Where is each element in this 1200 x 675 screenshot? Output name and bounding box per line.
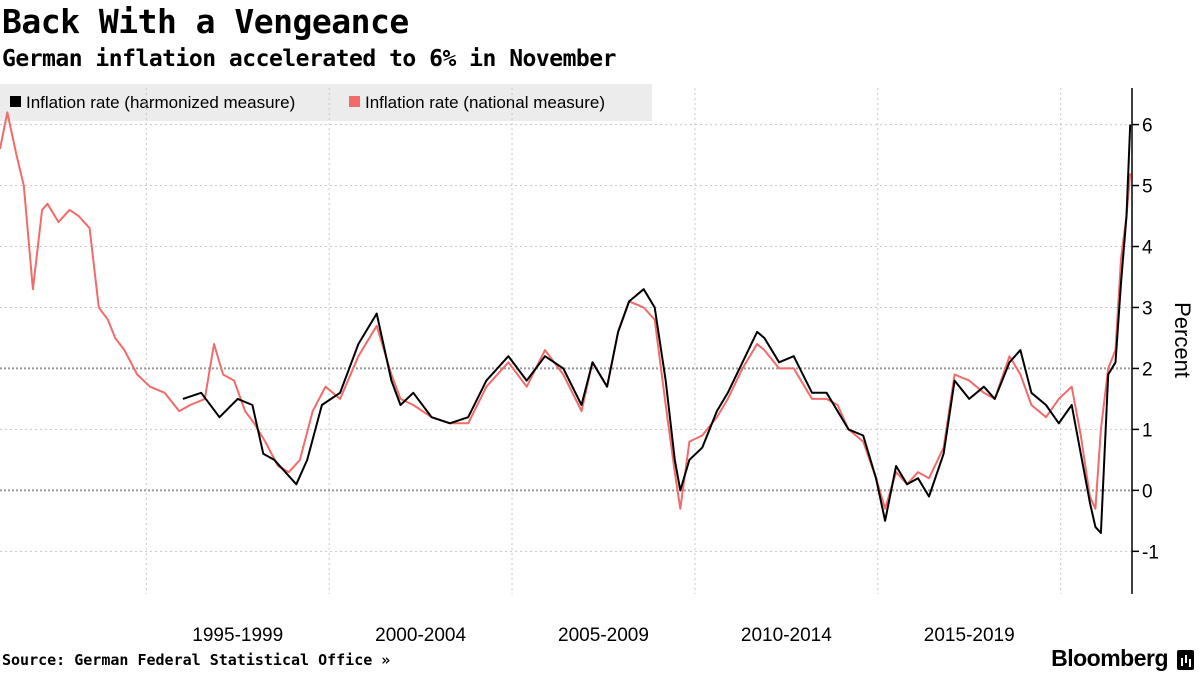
- y-tick-label: 6: [1142, 116, 1153, 137]
- x-tick-label: 2015-2019: [924, 625, 1015, 646]
- chart-title: Back With a Vengeance: [2, 2, 409, 41]
- y-axis: -1 0 1 2 3 4 5 6: [1131, 88, 1159, 594]
- y-tick-label: 2: [1142, 359, 1153, 380]
- x-tick-label: 2010-2014: [741, 625, 832, 646]
- legend-item-harmonized: Inflation rate (harmonized measure): [10, 93, 295, 113]
- legend-label-national: Inflation rate (national measure): [365, 93, 606, 112]
- y-tick-label: 3: [1142, 298, 1153, 319]
- legend-swatch-national: [349, 96, 360, 108]
- series-line-harmonized: [182, 124, 1132, 534]
- series-layer: [0, 111, 1132, 534]
- y-axis-label: Percent: [1170, 302, 1195, 378]
- legend-label-harmonized: Inflation rate (harmonized measure): [26, 93, 296, 112]
- y-tick-label: 4: [1142, 238, 1153, 259]
- x-tick-label: 2005-2009: [558, 625, 649, 646]
- legend-swatch-harmonized: [10, 96, 21, 108]
- brand-logo-text: Bloomberg: [1051, 645, 1168, 671]
- series-line-national: [0, 111, 1132, 510]
- y-tick-label: 5: [1142, 177, 1153, 198]
- source-link[interactable]: Source: German Federal Statistical Offic…: [2, 651, 391, 669]
- x-tick-label: 1995-1999: [192, 625, 283, 646]
- legend-item-national: Inflation rate (national measure): [349, 93, 605, 113]
- legend: Inflation rate (harmonized measure) Infl…: [0, 84, 652, 121]
- y-tick-label: 1: [1142, 420, 1153, 441]
- chart-subtitle: German inflation accelerated to 6% in No…: [2, 46, 616, 72]
- bloomberg-terminal-icon: [1177, 650, 1194, 670]
- y-tick-label: -1: [1142, 542, 1159, 563]
- x-axis: 1995-1999 2000-2004 2005-2009 2010-2014 2015…: [192, 625, 1014, 646]
- x-tick-label: 2000-2004: [375, 625, 466, 646]
- grid-layer: [0, 88, 1132, 594]
- y-tick-label: 0: [1142, 481, 1153, 502]
